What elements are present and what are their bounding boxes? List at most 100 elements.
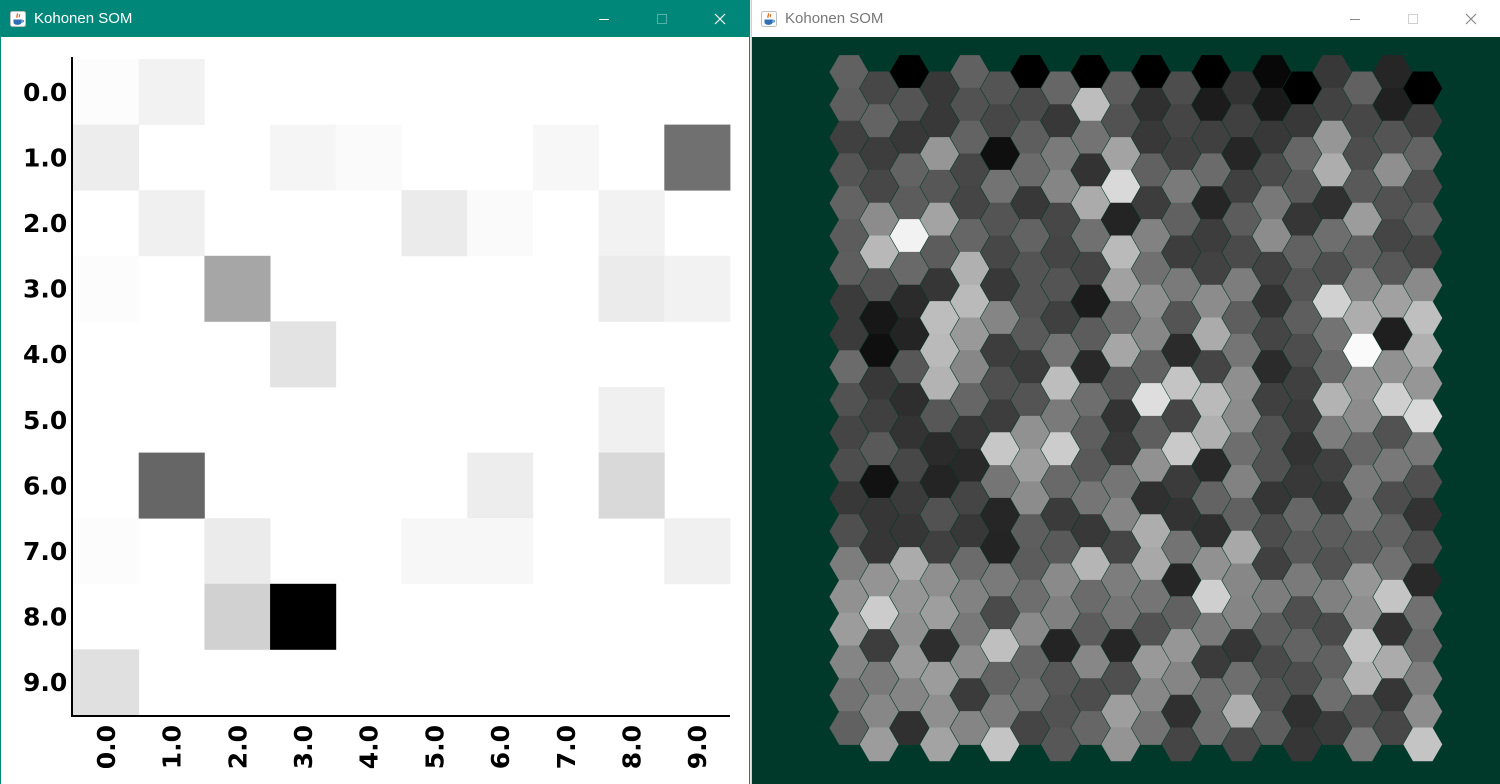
hex-cell: [920, 235, 960, 270]
hex-cell: [1101, 137, 1141, 171]
hex-cell: [1010, 547, 1050, 581]
hex-cell: [1312, 219, 1352, 253]
close-button[interactable]: [1442, 0, 1500, 37]
hex-cell: [1222, 530, 1262, 565]
hex-cell: [980, 596, 1020, 631]
hex-cell: [920, 202, 960, 237]
hex-cell: [1101, 268, 1141, 303]
hex-cell: [1342, 104, 1382, 139]
hex-cell: [1040, 694, 1080, 729]
hex-cell: [1131, 284, 1171, 319]
hex-cell: [1252, 514, 1292, 549]
hex-cell: [1342, 333, 1382, 368]
close-button[interactable]: [691, 0, 749, 37]
hex-cell: [1010, 514, 1050, 549]
hex-cell: [1312, 383, 1352, 417]
heatmap-chart: 0.0 1.0 2.0 3.0 4.0 5.0 6.0 7.0 8.0 9.0 0.0 1.0 2.0 3…: [23, 57, 731, 769]
maximize-button[interactable]: [1384, 0, 1442, 37]
hex-cell: [1161, 596, 1201, 631]
hex-cell: [859, 169, 899, 204]
hex-cell: [1403, 596, 1443, 631]
heatmap-cell: [270, 583, 337, 650]
hex-cell: [1191, 186, 1231, 221]
hex-cell: [1342, 169, 1382, 204]
hex-cell: [1222, 366, 1262, 401]
hex-cell: [1252, 87, 1292, 122]
hex-cell: [1071, 579, 1111, 614]
hex-cell: [859, 596, 899, 631]
maximize-icon: [1408, 13, 1418, 24]
hex-cell: [1131, 514, 1171, 549]
java-app-icon[interactable]: [761, 10, 777, 27]
maximize-button[interactable]: [633, 0, 691, 37]
hex-cell: [1342, 235, 1382, 270]
hex-cell: [829, 579, 869, 614]
java-app-icon[interactable]: [10, 10, 26, 27]
hex-cell: [1342, 432, 1382, 467]
hex-cell: [1312, 711, 1352, 745]
hex-cell: [889, 481, 929, 516]
hex-cell: [1161, 727, 1201, 762]
hex-cell: [950, 317, 990, 352]
title-bar[interactable]: Kohonen SOM: [1, 0, 749, 37]
hex-cell: [980, 661, 1020, 696]
hex-cell: [1222, 694, 1262, 729]
hex-cell: [1342, 727, 1382, 762]
hex-cell: [950, 547, 990, 581]
title-bar[interactable]: Kohonen SOM: [752, 0, 1500, 37]
hex-cell: [1191, 678, 1231, 713]
hex-cell: [1191, 547, 1231, 581]
minimize-button[interactable]: [575, 0, 633, 37]
hex-cell: [1191, 415, 1231, 450]
hex-cell: [920, 104, 960, 139]
heatmap-cell: [270, 124, 337, 191]
hex-cell: [889, 612, 929, 647]
hex-cell: [1040, 268, 1080, 303]
hex-cell: [1101, 104, 1141, 139]
hex-cell: [1101, 202, 1141, 237]
hex-cell: [1252, 317, 1292, 352]
hex-cell: [1252, 153, 1292, 188]
hex-cell: [1010, 219, 1050, 253]
hex-cell: [980, 399, 1020, 434]
hex-cell: [1282, 202, 1322, 237]
hex-cell: [1342, 694, 1382, 729]
hex-cell: [950, 711, 990, 745]
minimize-icon: [599, 18, 609, 20]
hex-cell: [1010, 645, 1050, 680]
y-tick-label: 3.0: [23, 275, 67, 304]
hex-cell: [1282, 235, 1322, 270]
heatmap-cell: [73, 124, 140, 191]
hex-cell: [889, 153, 929, 188]
hex-cell: [1071, 514, 1111, 549]
hex-cell: [1282, 530, 1322, 565]
hex-cell: [1040, 333, 1080, 368]
hex-cell: [920, 629, 960, 663]
minimize-button[interactable]: [1326, 0, 1384, 37]
hex-cell: [1373, 481, 1413, 516]
y-tick-label: 4.0: [23, 340, 67, 369]
hex-cell: [1282, 596, 1322, 631]
hex-cell: [1342, 137, 1382, 171]
hex-cell: [1403, 202, 1443, 237]
hex-cell: [1222, 333, 1262, 368]
hex-cell: [889, 284, 929, 319]
hex-cell: [1403, 530, 1443, 565]
hex-cell: [1101, 497, 1141, 532]
hex-cell: [1071, 317, 1111, 352]
hex-cell: [1403, 169, 1443, 204]
hex-cell: [1342, 268, 1382, 303]
x-tick-label: 5.0: [420, 725, 449, 769]
hex-cell: [1252, 350, 1292, 385]
hex-cell: [1312, 350, 1352, 385]
hex-cell: [1191, 645, 1231, 680]
hex-cell: [1191, 514, 1231, 549]
hex-cell: [1161, 694, 1201, 729]
hex-cell: [1071, 448, 1111, 483]
heatmap-cell: [598, 387, 665, 453]
hex-cell: [1101, 366, 1141, 401]
hex-cell: [1403, 399, 1443, 434]
hex-cell: [1071, 481, 1111, 516]
hex-cell: [1312, 547, 1352, 581]
heatmap-cell: [401, 518, 468, 585]
